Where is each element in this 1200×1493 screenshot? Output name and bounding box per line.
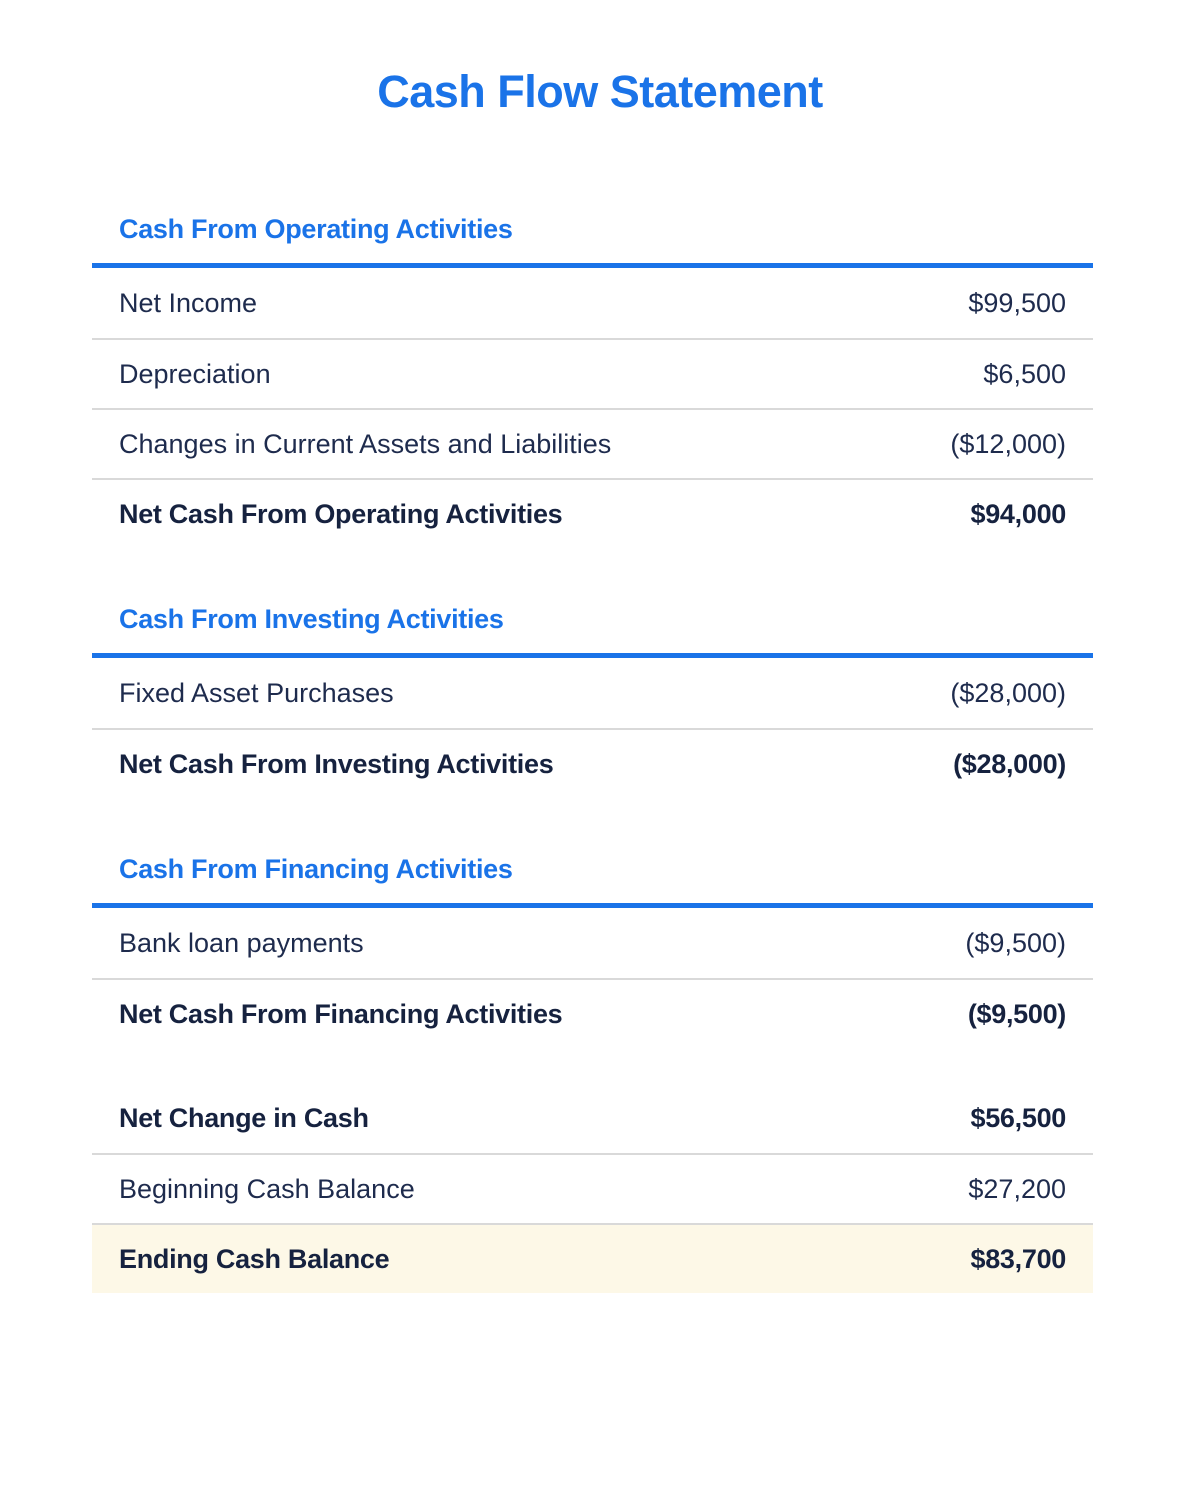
summary-section: Net Change in Cash $56,500 Beginning Cas… (92, 1083, 1093, 1293)
section-financing-activities: Cash From Financing Activities Bank loan… (92, 854, 1093, 1048)
row-label: Fixed Asset Purchases (119, 677, 394, 708)
row-label: Net Cash From Investing Activities (119, 748, 554, 779)
row-value: ($28,000) (950, 677, 1066, 708)
table-row-beginning-balance: Beginning Cash Balance $27,200 (92, 1153, 1093, 1223)
section-rule (92, 903, 1093, 908)
section-rows: Fixed Asset Purchases ($28,000) Net Cash… (92, 658, 1093, 798)
table-row: Depreciation $6,500 (92, 338, 1093, 408)
section-heading-operating: Cash From Operating Activities (119, 214, 513, 244)
table-row: Fixed Asset Purchases ($28,000) (92, 658, 1093, 728)
table-row-net-change: Net Change in Cash $56,500 (92, 1083, 1093, 1153)
row-value: $56,500 (970, 1102, 1067, 1133)
table-row-total: Net Cash From Financing Activities ($9,5… (92, 978, 1093, 1048)
table-row-total: Net Cash From Operating Activities $94,0… (92, 478, 1093, 548)
row-label: Ending Cash Balance (119, 1243, 390, 1274)
row-value: $83,700 (970, 1243, 1067, 1274)
section-investing-activities: Cash From Investing Activities Fixed Ass… (92, 604, 1093, 798)
section-heading-investing: Cash From Investing Activities (119, 604, 504, 634)
row-label: Net Cash From Operating Activities (119, 498, 563, 529)
table-row: Net Income $99,500 (92, 268, 1093, 338)
table-row: Bank loan payments ($9,500) (92, 908, 1093, 978)
section-rows: Bank loan payments ($9,500) Net Cash Fro… (92, 908, 1093, 1048)
page-title: Cash Flow Statement (377, 66, 823, 117)
table-row-ending-balance: Ending Cash Balance $83,700 (92, 1223, 1093, 1293)
cash-flow-statement: Cash From Operating Activities Net Incom… (92, 214, 1093, 1293)
row-label: Bank loan payments (119, 927, 364, 958)
row-label: Net Income (119, 287, 258, 318)
row-label: Net Cash From Financing Activities (119, 998, 563, 1029)
row-value: $94,000 (970, 498, 1067, 529)
section-rule (92, 653, 1093, 658)
table-row-total: Net Cash From Investing Activities ($28,… (92, 728, 1093, 798)
row-value: $99,500 (968, 287, 1066, 318)
row-value: $6,500 (983, 358, 1066, 389)
row-value: ($28,000) (953, 748, 1066, 779)
row-value: ($9,500) (965, 927, 1066, 958)
row-label: Changes in Current Assets and Liabilitie… (119, 428, 612, 459)
row-label: Beginning Cash Balance (119, 1173, 415, 1204)
row-label: Net Change in Cash (119, 1102, 369, 1133)
section-rows: Net Income $99,500 Depreciation $6,500 C… (92, 268, 1093, 548)
section-rule (92, 263, 1093, 268)
table-row: Changes in Current Assets and Liabilitie… (92, 408, 1093, 478)
row-value: ($9,500) (967, 998, 1066, 1029)
row-label: Depreciation (119, 358, 271, 389)
row-value: ($12,000) (950, 428, 1066, 459)
section-operating-activities: Cash From Operating Activities Net Incom… (92, 214, 1093, 548)
row-value: $27,200 (968, 1173, 1066, 1204)
section-heading-financing: Cash From Financing Activities (119, 854, 513, 884)
